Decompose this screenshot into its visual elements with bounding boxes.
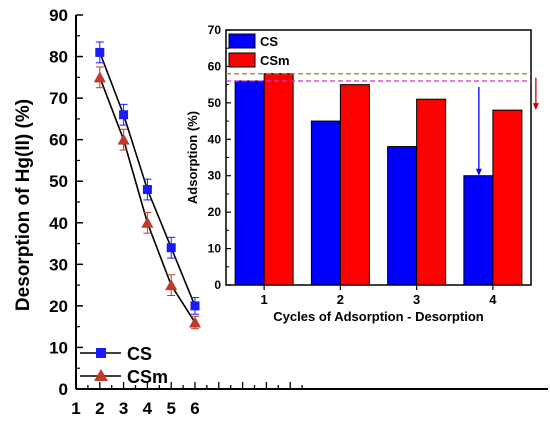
inset-x-tick-label: 2 (337, 292, 344, 307)
main-x-tick-label: 6 (190, 399, 199, 418)
inset-legend-label-CSm: CSm (260, 53, 290, 68)
inset-y-tick-label: 50 (208, 96, 222, 110)
data-point-CS (142, 185, 152, 195)
main-y-tick-label: 0 (59, 380, 68, 399)
main-x-tick-label: 3 (119, 399, 128, 418)
inset-x-tick-label: 4 (489, 292, 497, 307)
inset-y-axis-label: Adsorption (%) (185, 111, 200, 204)
data-point-CSm (117, 133, 130, 145)
inset-legend-swatch-CS (228, 33, 256, 49)
bar-CSm-cycle-2 (339, 84, 370, 286)
main-x-tick-label: 2 (95, 399, 104, 418)
main-y-tick-label: 70 (49, 89, 68, 108)
main-y-tick-label: 60 (49, 131, 68, 150)
data-point-CSm (189, 316, 201, 328)
inset-x-tick-label: 3 (413, 292, 420, 307)
main-y-tick-label: 10 (49, 338, 68, 357)
inset-y-tick-label: 10 (208, 242, 222, 256)
bar-CS-cycle-1 (234, 80, 265, 286)
main-x-tick-label: 1 (71, 399, 80, 418)
inset-y-tick-label: 20 (208, 205, 222, 219)
main-y-tick-label: 20 (49, 297, 68, 316)
inset-legend-swatch-CSm (228, 52, 256, 68)
legend-marker-CS (96, 348, 106, 358)
main-y-tick-label: 50 (49, 172, 68, 191)
legend-label-CSm: CSm (127, 367, 168, 387)
bar-CSm-cycle-3 (416, 98, 447, 286)
data-point-CSm (93, 71, 106, 83)
data-point-CS (119, 110, 129, 120)
data-point-CS (95, 47, 105, 57)
inset-y-tick-label: 30 (208, 169, 222, 183)
bar-CS-cycle-3 (387, 146, 418, 286)
data-point-CSm (141, 216, 154, 228)
drop-arrowhead-cs (475, 168, 482, 176)
main-y-tick-label: 30 (49, 255, 68, 274)
data-point-CS (190, 301, 200, 311)
main-y-tick-label: 40 (49, 214, 68, 233)
drop-arrowhead-csm (532, 103, 539, 111)
inset-x-axis-label: Cycles of Adsorption - Desorption (273, 309, 483, 324)
legend-marker-CSm (94, 369, 108, 381)
bar-CSm-cycle-1 (263, 73, 294, 286)
bar-CS-cycle-4 (463, 175, 494, 286)
main-x-tick-label: 5 (166, 399, 175, 418)
inset-x-tick-label: 1 (261, 292, 268, 307)
data-point-CSm (165, 279, 178, 291)
main-y-axis-label: Desorption of Hg(II) (%) (13, 99, 34, 311)
main-y-tick-label: 90 (49, 6, 68, 25)
bar-CS-cycle-2 (310, 120, 341, 286)
main-y-tick-label: 80 (49, 48, 68, 67)
data-point-CS (166, 243, 176, 253)
inset-y-tick-label: 40 (208, 132, 222, 146)
main-x-tick-label: 4 (143, 399, 153, 418)
inset-y-tick-label: 0 (214, 278, 221, 292)
legend-label-CS: CS (127, 344, 152, 364)
inset-y-tick-label: 70 (208, 23, 222, 37)
inset-legend-label-CS: CS (260, 34, 278, 49)
inset-y-tick-label: 60 (208, 59, 222, 73)
bar-CSm-cycle-4 (492, 109, 523, 286)
